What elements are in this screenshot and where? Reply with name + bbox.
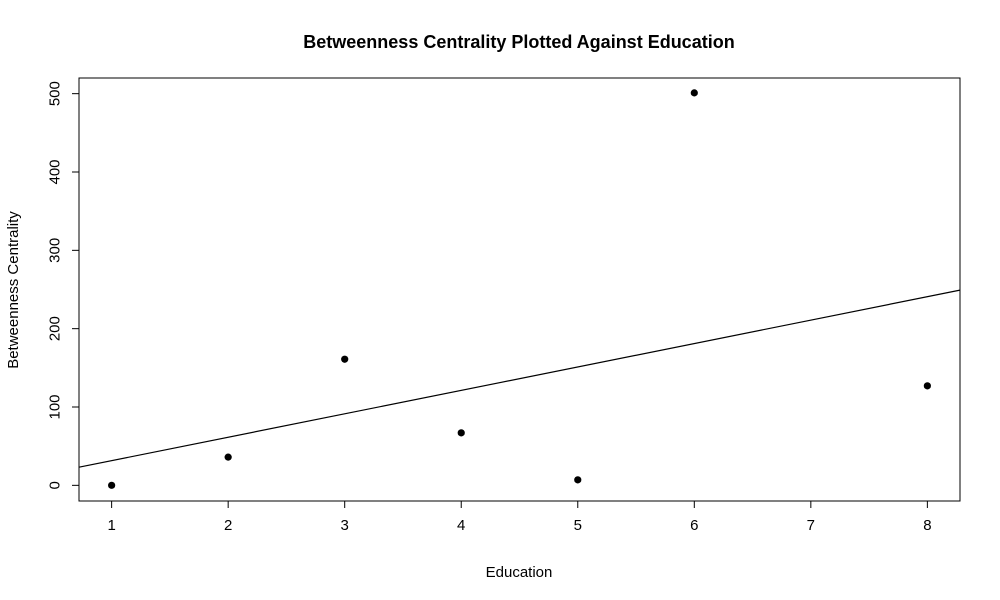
- regression-line: [78, 289, 961, 468]
- data-point: [224, 453, 232, 461]
- x-tick-label: 8: [923, 517, 931, 534]
- data-point: [923, 382, 931, 390]
- y-tick-label: 300: [47, 238, 64, 263]
- data-point: [108, 481, 116, 489]
- data-point: [341, 355, 349, 363]
- y-tick-label: 400: [47, 159, 64, 184]
- data-point: [457, 429, 465, 437]
- x-tick-label: 1: [107, 517, 115, 534]
- x-axis-label: Education: [486, 564, 553, 581]
- data-point: [690, 89, 698, 97]
- x-tick-label: 6: [690, 517, 698, 534]
- y-tick-label: 0: [47, 481, 64, 489]
- x-axis: 1 2 3 4 5 6 7 8: [107, 500, 932, 534]
- x-tick-label: 4: [457, 517, 465, 534]
- x-tick-label: 2: [224, 517, 232, 534]
- x-tick-label: 7: [807, 517, 815, 534]
- chart-title: Betweenness Centrality Plotted Against E…: [303, 32, 734, 52]
- x-tick-label: 3: [341, 517, 349, 534]
- y-axis: 0 100 200 300 400 500: [47, 81, 80, 490]
- y-tick-label: 100: [47, 394, 64, 419]
- data-point: [574, 476, 582, 484]
- plot-frame: [78, 77, 961, 502]
- y-tick-label: 200: [47, 316, 64, 341]
- y-axis-label: Betweenness Centrality: [5, 211, 22, 369]
- plot-area: [78, 89, 961, 489]
- y-tick-label: 500: [47, 81, 64, 106]
- x-tick-label: 5: [574, 517, 582, 534]
